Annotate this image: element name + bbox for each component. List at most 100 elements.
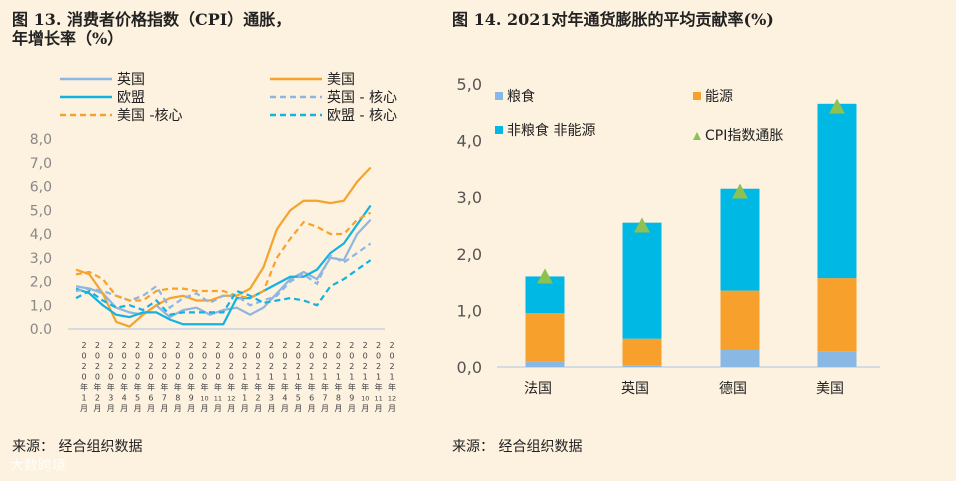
x-tick-label: 月 <box>375 404 383 413</box>
bar-segment <box>817 351 857 367</box>
x-tick-label: 0 <box>336 352 341 361</box>
x-tick-label: 1 <box>389 373 394 382</box>
x-tick-label: 0 <box>122 352 127 361</box>
x-tick-label: 2 <box>189 341 194 350</box>
x-tick-label: 0 <box>189 373 194 382</box>
legend-label: 能源 <box>705 89 733 105</box>
x-tick-label: 年 <box>348 382 356 392</box>
bar-segment <box>817 103 857 279</box>
bar-segment <box>622 222 662 339</box>
x-tick-label: 年 <box>107 382 115 392</box>
x-tick-label: 1 <box>256 373 261 382</box>
watermark: 大数跨境 <box>10 458 66 474</box>
x-tick-label: 0 <box>269 352 274 361</box>
left-chart-title: 图 13. 消费者价格指数（CPI）通胀， 年增长率（%） <box>12 10 291 48</box>
x-tick-label: 2 <box>122 362 127 371</box>
x-category-label: 法国 <box>524 381 552 397</box>
x-tick-label: 4 <box>282 394 287 403</box>
x-tick-label: 1 <box>363 373 368 382</box>
x-tick-label: 月 <box>241 404 249 413</box>
y-tick-label: 0,0 <box>457 358 482 377</box>
x-tick-label: 0 <box>108 352 113 361</box>
x-tick-label: 年 <box>321 382 329 392</box>
x-category-label: 美国 <box>816 381 844 397</box>
x-tick-label: 2 <box>122 341 127 350</box>
series-line-2 <box>75 204 372 326</box>
x-tick-label: 0 <box>376 352 381 361</box>
x-tick-label: 月 <box>120 404 128 413</box>
x-tick-label: 月 <box>134 404 142 413</box>
x-tick-label: 年 <box>120 382 128 392</box>
x-tick-label: 年 <box>80 382 88 392</box>
x-tick-label: 2 <box>269 341 274 350</box>
x-tick-label: 0 <box>349 352 354 361</box>
x-tick-label: 年 <box>187 382 195 392</box>
y-tick-label: 0.0 <box>30 322 52 338</box>
legend-label: 英国 <box>117 71 145 88</box>
x-tick-label: 2 <box>175 341 180 350</box>
x-tick-label: 年 <box>294 382 302 392</box>
series-line-1 <box>75 166 372 328</box>
x-tick-label: 月 <box>227 404 235 413</box>
x-tick-label: 月 <box>308 404 316 413</box>
x-tick-label: 年 <box>375 382 383 392</box>
y-tick-label: 4,0 <box>457 132 482 151</box>
y-tick-label: 1,0 <box>457 301 482 320</box>
x-tick-label: 0 <box>202 352 207 361</box>
x-tick-label: 年 <box>160 382 168 392</box>
x-tick-label: 2 <box>336 341 341 350</box>
x-tick-label: 年 <box>201 382 209 392</box>
x-tick-label: 2 <box>309 362 314 371</box>
x-tick-label: 2 <box>229 362 234 371</box>
right-chart-title: 图 14. 2021对年通货膨胀的平均贡献率(%) <box>452 10 774 29</box>
x-tick-label: 年 <box>214 382 222 392</box>
x-tick-label: 10 <box>200 395 208 403</box>
x-tick-label: 0 <box>282 352 287 361</box>
x-tick-label: 2 <box>256 341 261 350</box>
x-tick-label: 年 <box>267 382 275 392</box>
y-tick-label: 8,0 <box>30 132 52 148</box>
x-tick-label: 0 <box>95 373 100 382</box>
bar-segment <box>622 338 662 366</box>
series-line-3 <box>75 242 372 310</box>
x-tick-label: 月 <box>214 404 222 413</box>
legend-label: 欧盟 <box>117 90 145 106</box>
y-tick-label: 5,0 <box>457 75 482 94</box>
x-tick-label: 1 <box>282 373 287 382</box>
x-tick-label: 5 <box>135 394 140 403</box>
x-tick-label: 2 <box>81 362 86 371</box>
x-tick-label: 2 <box>81 341 86 350</box>
x-tick-label: 年 <box>93 382 101 392</box>
bar-segment <box>525 313 565 362</box>
x-tick-label: 0 <box>322 352 327 361</box>
legend-label: 非粮食 非能源 <box>507 122 595 139</box>
x-tick-label: 月 <box>334 404 342 413</box>
x-tick-label: 0 <box>175 373 180 382</box>
legend-swatch <box>495 126 503 134</box>
x-tick-label: 1 <box>309 373 314 382</box>
legend-label: CPI指数通胀 <box>705 128 783 144</box>
y-tick-label: 7,0 <box>30 156 52 172</box>
x-category-label: 德国 <box>719 381 747 397</box>
x-tick-label: 0 <box>189 352 194 361</box>
x-tick-label: 2 <box>296 362 301 371</box>
x-tick-label: 0 <box>309 352 314 361</box>
x-tick-label: 2 <box>162 341 167 350</box>
x-tick-label: 2 <box>336 362 341 371</box>
x-tick-label: 0 <box>215 352 220 361</box>
x-tick-label: 0 <box>296 352 301 361</box>
x-tick-label: 2 <box>322 362 327 371</box>
legend-swatch <box>693 92 701 100</box>
legend-label: 粮食 <box>507 88 535 105</box>
x-tick-label: 12 <box>388 395 396 403</box>
x-tick-label: 0 <box>162 352 167 361</box>
x-tick-label: 1 <box>376 373 381 382</box>
x-tick-label: 0 <box>363 352 368 361</box>
x-tick-label: 2 <box>376 341 381 350</box>
legend-label: 美国 <box>327 72 355 88</box>
legend-swatch <box>495 92 503 100</box>
x-tick-label: 2 <box>363 341 368 350</box>
x-tick-label: 年 <box>361 382 369 392</box>
y-tick-label: 2,0 <box>30 275 52 291</box>
x-tick-label: 2 <box>202 362 207 371</box>
